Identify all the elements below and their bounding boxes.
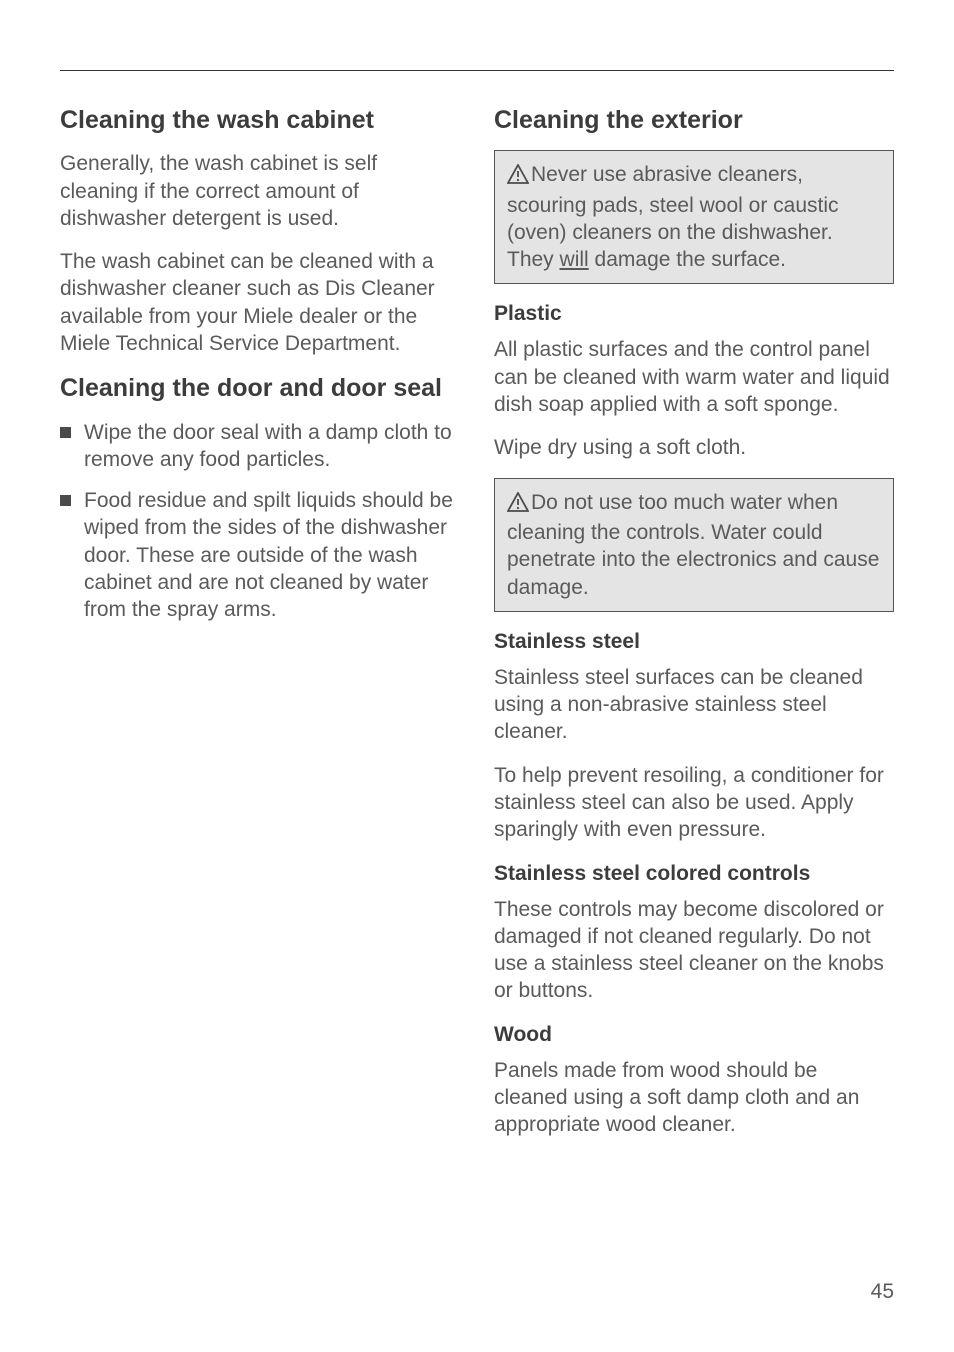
warning-water: Do not use too much water when cleaning … (494, 478, 894, 612)
two-column-layout: Cleaning the wash cabinet Generally, the… (60, 105, 894, 1155)
warning-icon (507, 164, 529, 191)
right-column: Cleaning the exterior Never use abrasive… (494, 105, 894, 1155)
para-ss-1: Stainless steel surfaces can be cleaned … (494, 664, 894, 746)
para-cabinet-1: Generally, the wash cabinet is self clea… (60, 150, 460, 232)
left-column: Cleaning the wash cabinet Generally, the… (60, 105, 460, 1155)
door-seal-list: Wipe the door seal with a damp cloth to … (60, 419, 460, 624)
top-rule (60, 70, 894, 71)
heading-wood: Wood (494, 1023, 894, 1047)
warning-text-underline: will (560, 248, 589, 271)
warning-abrasive: Never use abrasive cleaners, scouring pa… (494, 150, 894, 284)
page-number: 45 (871, 1280, 894, 1304)
para-plastic-1: All plastic surfaces and the control pan… (494, 336, 894, 418)
list-item: Food residue and spilt liquids should be… (60, 487, 460, 623)
para-cabinet-2: The wash cabinet can be cleaned with a d… (60, 248, 460, 357)
para-ss-2: To help prevent resoiling, a conditioner… (494, 762, 894, 844)
para-wood-1: Panels made from wood should be cleaned … (494, 1057, 894, 1139)
warning-icon (507, 492, 529, 519)
para-plastic-2: Wipe dry using a soft cloth. (494, 434, 894, 461)
heading-wash-cabinet: Cleaning the wash cabinet (60, 105, 460, 136)
heading-ss-controls: Stainless steel colored controls (494, 862, 894, 886)
page-content: Cleaning the wash cabinet Generally, the… (0, 0, 954, 1155)
list-item: Wipe the door seal with a damp cloth to … (60, 419, 460, 474)
heading-stainless-steel: Stainless steel (494, 630, 894, 654)
warning-text-post: damage the surface. (589, 248, 786, 271)
heading-exterior: Cleaning the exterior (494, 105, 894, 136)
heading-plastic: Plastic (494, 302, 894, 326)
heading-door-seal: Cleaning the door and door seal (60, 373, 460, 404)
para-ss-ctrl-1: These controls may become discolored or … (494, 896, 894, 1005)
warning-text: Do not use too much water when cleaning … (507, 491, 879, 599)
